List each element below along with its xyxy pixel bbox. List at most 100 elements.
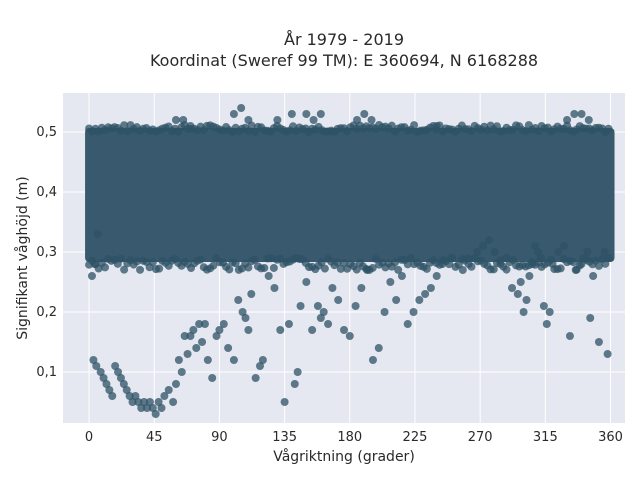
data-point: [508, 284, 517, 292]
data-point: [309, 116, 318, 124]
data-point: [600, 248, 609, 256]
data-point: [234, 296, 243, 304]
data-point: [225, 265, 234, 274]
data-point: [151, 410, 160, 418]
data-point: [317, 258, 326, 267]
data-point: [219, 320, 228, 328]
data-point: [548, 260, 557, 268]
data-point: [410, 121, 419, 130]
data-point: [519, 308, 528, 316]
data-point: [357, 284, 366, 292]
data-point: [269, 263, 278, 272]
data-point: [447, 254, 456, 262]
data-point: [155, 264, 164, 273]
data-point: [171, 116, 180, 124]
data-point: [569, 258, 578, 267]
data-point: [604, 124, 613, 133]
data-point: [290, 380, 299, 388]
data-point: [302, 278, 311, 286]
data-point: [169, 398, 178, 406]
data-point: [105, 386, 114, 394]
data-point: [594, 261, 603, 270]
data-point: [392, 296, 401, 304]
data-point: [209, 261, 218, 270]
data-point: [186, 332, 195, 340]
data-point: [122, 386, 131, 394]
data-point: [238, 308, 247, 316]
data-point: [179, 116, 188, 124]
data-point: [101, 263, 110, 272]
data-point: [131, 392, 140, 400]
data-point: [102, 380, 111, 388]
data-point: [316, 110, 325, 118]
data-point: [479, 242, 488, 250]
data-point: [545, 308, 554, 316]
data-point: [415, 296, 424, 304]
data-point: [464, 260, 473, 268]
data-point: [132, 257, 141, 266]
data-point: [421, 290, 430, 298]
data-point: [570, 110, 579, 118]
data-point: [565, 332, 574, 340]
data-point: [123, 127, 132, 136]
data-point: [99, 374, 108, 382]
y-axis-label: Signifikant våghöjd (m): [14, 176, 31, 339]
data-point: [577, 260, 586, 268]
data-point: [406, 254, 415, 263]
data-point: [340, 326, 348, 334]
data-point: [148, 404, 157, 412]
data-point: [224, 344, 233, 352]
data-point: [394, 265, 403, 274]
data-point: [196, 255, 205, 264]
data-point: [528, 260, 537, 268]
x-tick-label: 180: [337, 430, 362, 445]
data-point: [516, 278, 525, 286]
data-point: [296, 302, 305, 310]
x-tick-labels: 0 45 90 135 180 225 270 315 360: [85, 430, 623, 445]
data-point: [319, 308, 328, 316]
data-point: [87, 272, 96, 280]
data-point: [229, 110, 238, 118]
data-point: [180, 332, 189, 340]
data-point: [120, 265, 129, 274]
data-point: [237, 104, 246, 112]
data-point: [353, 116, 362, 124]
data-point: [320, 264, 329, 273]
data-point: [192, 344, 201, 352]
data-point: [360, 110, 369, 118]
data-point: [490, 248, 499, 256]
data-point: [212, 332, 221, 340]
data-point: [534, 248, 543, 256]
data-point: [351, 302, 360, 310]
data-point: [111, 362, 120, 370]
data-point: [255, 362, 264, 370]
data-point: [604, 254, 613, 263]
data-point: [145, 398, 154, 406]
data-point: [128, 398, 137, 406]
data-point: [521, 127, 530, 136]
y-tick-label: 0,1: [36, 365, 57, 380]
data-point: [496, 260, 505, 268]
y-tick-label: 0,5: [36, 125, 57, 140]
data-point: [241, 314, 250, 322]
y-tick-label: 0,2: [36, 305, 57, 320]
chart-title: År 1979 - 2019: [284, 30, 404, 49]
x-tick-label: 45: [146, 430, 163, 445]
data-point: [352, 265, 361, 274]
data-point: [200, 320, 209, 328]
data-point: [432, 122, 441, 130]
data-point: [556, 264, 565, 273]
data-point: [244, 116, 253, 124]
data-point: [345, 332, 354, 340]
data-point: [554, 248, 563, 256]
data-point: [489, 265, 498, 274]
data-point: [114, 368, 123, 376]
data-point: [183, 350, 192, 358]
data-point: [287, 110, 296, 118]
x-tick-label: 225: [403, 430, 428, 445]
data-point: [229, 356, 238, 364]
data-point: [143, 404, 152, 412]
data-point: [387, 121, 396, 130]
data-point: [308, 326, 317, 334]
